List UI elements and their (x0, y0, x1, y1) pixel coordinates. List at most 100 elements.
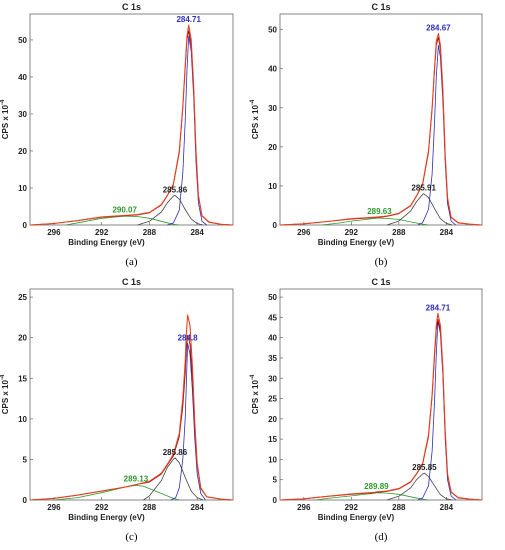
x-tick-label: 288 (143, 228, 157, 237)
x-tick-label: 292 (345, 228, 359, 237)
series-line-5 (321, 217, 429, 226)
plot-frame (29, 13, 234, 226)
series-line-5 (315, 492, 429, 501)
y-tick-label: 30 (268, 104, 277, 113)
series-line-3 (170, 342, 206, 501)
chart-title: C 1s (371, 2, 390, 12)
y-tick-label: 0 (23, 496, 28, 505)
y-tick-label: 20 (18, 334, 27, 343)
x-tick-label: 284 (190, 228, 204, 237)
series-line-2 (279, 37, 483, 226)
y-axis-label-exponent: -4 (0, 374, 6, 380)
x-tick-label: 296 (47, 228, 61, 237)
peak-label-3: 289.13 (124, 475, 149, 484)
y-tick-label: 20 (268, 415, 277, 424)
peak-label-3: 289.89 (364, 482, 389, 491)
y-tick-label: 25 (268, 395, 277, 404)
y-tick-label: 10 (18, 415, 27, 424)
series-line-5 (53, 484, 180, 501)
chart-panel-d: C 1s 0 5 10 15 20 25 30 35 40 45 50 296 292 288 284 Bind… (250, 277, 483, 543)
peak-label-1: 284.67 (426, 24, 451, 33)
chart-panel-a: C 1s 0 10 20 30 40 50 296 292 288 284 Binding Energ… (0, 2, 234, 268)
peak-label-3: 289.63 (367, 207, 392, 216)
x-tick-label: 288 (392, 228, 406, 237)
series-line-3 (167, 35, 207, 226)
series-line-3 (417, 44, 457, 226)
panel-label: (d) (375, 531, 388, 543)
y-axis-label-exponent: -4 (250, 99, 256, 105)
x-tick-label: 296 (47, 503, 61, 512)
plot-frame (279, 13, 483, 226)
y-tick-label: 10 (268, 455, 277, 464)
series-line-5 (65, 215, 180, 226)
y-axis-label-base: CPS x 10 (1, 380, 10, 415)
x-tick-label: 288 (392, 503, 406, 512)
series-line-1 (29, 24, 234, 226)
y-tick-label: 5 (23, 455, 28, 464)
y-tick-label: 40 (268, 65, 277, 74)
series-line-1 (279, 32, 483, 226)
x-tick-label: 292 (345, 503, 359, 512)
peak-label-1: 284.71 (426, 303, 451, 312)
y-axis-label-exponent: -4 (250, 374, 256, 380)
y-tick-label: 10 (18, 184, 27, 193)
y-tick-label: 15 (18, 374, 27, 383)
y-axis-label: CPS x 10-4 (0, 99, 10, 139)
panel-label: (b) (375, 256, 388, 268)
x-tick-label: 292 (95, 228, 109, 237)
y-tick-label: 0 (273, 496, 278, 505)
y-tick-label: 35 (268, 354, 277, 363)
series-line-1 (29, 314, 234, 501)
plot-frame (29, 288, 234, 501)
y-tick-label: 20 (268, 143, 277, 152)
y-tick-label: 40 (268, 334, 277, 343)
y-tick-label: 10 (268, 182, 277, 191)
y-axis-label-base: CPS x 10 (251, 380, 260, 415)
x-axis-label: Binding Energy (eV) (68, 513, 145, 522)
series-line-4 (143, 457, 204, 501)
peak-label-3: 290.07 (112, 205, 137, 214)
peak-label-2: 285.85 (412, 463, 437, 472)
y-tick-label: 0 (23, 221, 28, 230)
x-tick-label: 292 (95, 503, 109, 512)
peak-label-1: 284.71 (176, 15, 201, 24)
y-tick-label: 45 (268, 313, 277, 322)
y-axis-label: CPS x 10-4 (250, 374, 260, 414)
series-line-4 (137, 194, 204, 226)
plot-frame (279, 288, 483, 501)
series-line-2 (29, 30, 234, 226)
chart-panel-c: C 1s 0 5 10 15 20 25 296 292 288 284 Binding Energy… (0, 277, 234, 543)
peak-label-1: 284.8 (178, 333, 199, 342)
peak-label-2: 285.91 (411, 184, 436, 193)
y-tick-label: 50 (18, 36, 27, 45)
x-tick-label: 296 (297, 503, 311, 512)
y-axis-label-base: CPS x 10 (1, 105, 10, 140)
x-tick-label: 284 (440, 228, 454, 237)
y-tick-label: 0 (273, 221, 278, 230)
y-axis-label-exponent: -4 (0, 99, 6, 105)
x-axis-label: Binding Energy (eV) (318, 238, 395, 247)
panel-label: (a) (125, 256, 138, 268)
x-axis-label: Binding Energy (eV) (318, 513, 395, 522)
x-tick-label: 296 (297, 228, 311, 237)
y-tick-label: 50 (268, 26, 277, 35)
x-tick-label: 284 (190, 503, 204, 512)
series-line-4 (386, 193, 453, 226)
peak-label-2: 285.86 (163, 448, 188, 457)
y-tick-label: 20 (18, 147, 27, 156)
x-tick-label: 284 (440, 503, 454, 512)
y-tick-label: 15 (268, 435, 277, 444)
series-line-4 (386, 472, 453, 501)
y-axis-label-base: CPS x 10 (251, 105, 260, 140)
y-tick-label: 25 (18, 293, 27, 302)
series-line-1 (279, 312, 483, 501)
y-tick-label: 40 (18, 73, 27, 82)
y-axis-label: CPS x 10-4 (250, 99, 260, 139)
chart-title: C 1s (122, 277, 141, 287)
chart-title: C 1s (371, 277, 390, 287)
x-tick-label: 288 (143, 503, 157, 512)
chart-title: C 1s (122, 2, 141, 12)
y-tick-label: 50 (268, 293, 277, 302)
y-axis-label: CPS x 10-4 (0, 374, 10, 414)
